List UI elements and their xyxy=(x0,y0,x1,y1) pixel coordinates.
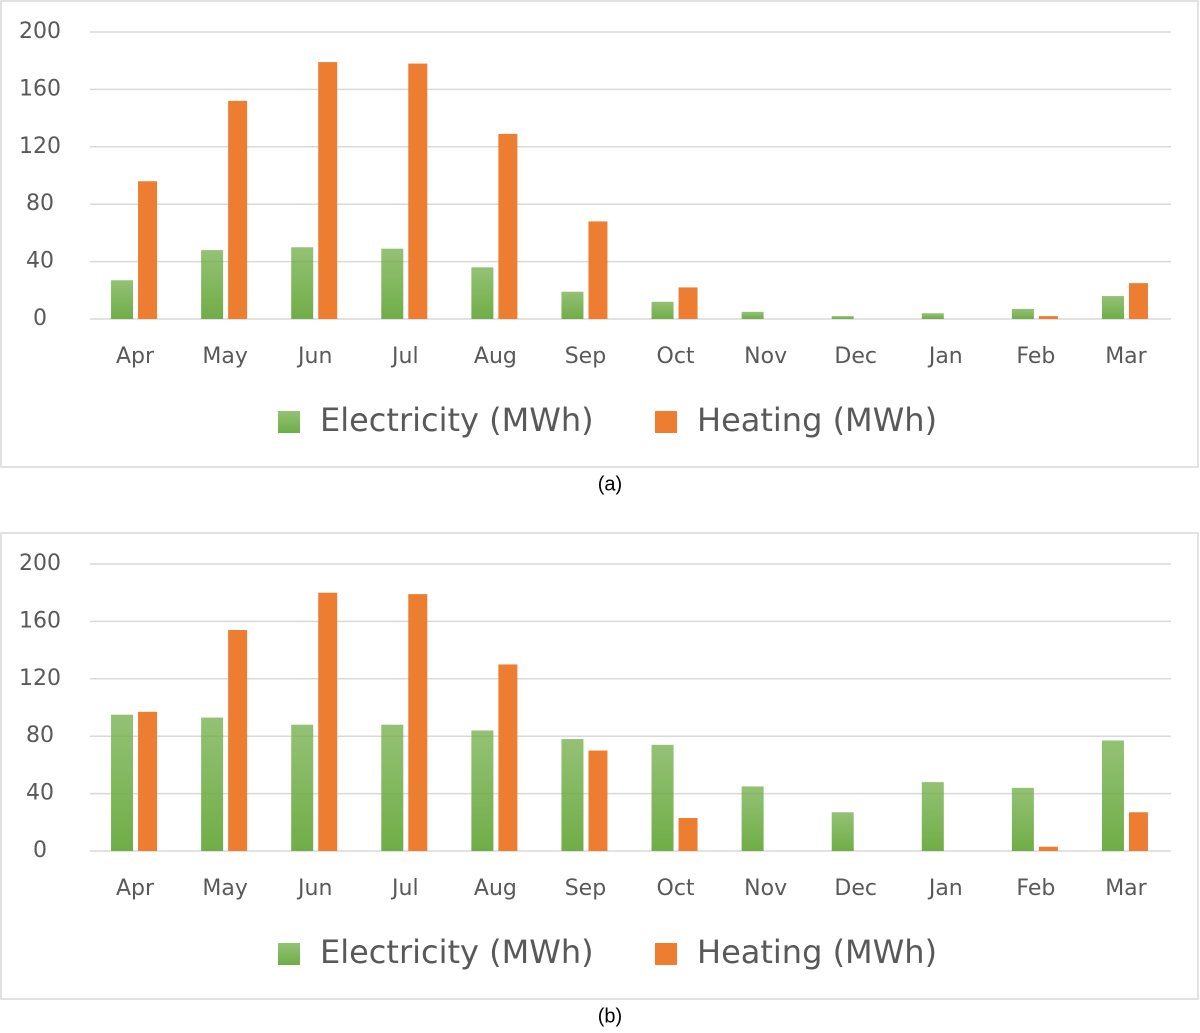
bar xyxy=(408,63,428,319)
legend-label: Electricity (MWh) xyxy=(320,401,594,439)
x-tick-label: Jul xyxy=(390,876,419,901)
y-tick-label: 200 xyxy=(19,551,61,576)
y-tick-label: 40 xyxy=(26,249,54,274)
x-tick-label: Dec xyxy=(834,876,877,901)
bar xyxy=(1128,283,1148,319)
x-tick-label: Jan xyxy=(927,876,963,901)
bar xyxy=(381,248,404,319)
bar xyxy=(471,730,494,851)
y-tick-label: 80 xyxy=(26,723,54,748)
bar xyxy=(1101,740,1124,851)
x-tick-label: Nov xyxy=(744,344,787,369)
bar xyxy=(678,817,698,851)
x-tick-label: May xyxy=(202,344,247,369)
bar xyxy=(318,62,338,319)
bar xyxy=(921,782,944,851)
bar xyxy=(291,724,314,851)
x-tick-label: Aug xyxy=(474,876,517,901)
caption: (b) xyxy=(598,1005,622,1027)
bar xyxy=(1128,812,1148,851)
x-tick-label: Jul xyxy=(390,344,419,369)
x-tick-label: Feb xyxy=(1016,876,1055,901)
bar xyxy=(831,316,854,319)
y-tick-label: 200 xyxy=(19,19,61,44)
bar xyxy=(831,812,854,851)
bar xyxy=(291,247,314,319)
x-tick-label: Sep xyxy=(565,344,606,369)
chart-frame xyxy=(0,532,1199,1000)
bar xyxy=(498,133,518,319)
y-tick-label: 0 xyxy=(33,838,47,863)
bar xyxy=(1101,296,1124,319)
legend-label: Heating (MWh) xyxy=(697,933,937,971)
bar xyxy=(588,750,608,851)
bar xyxy=(111,280,134,319)
x-tick-label: Mar xyxy=(1105,876,1147,901)
x-tick-label: Feb xyxy=(1016,344,1055,369)
x-tick-label: Nov xyxy=(744,876,787,901)
bar xyxy=(1038,316,1058,319)
legend-swatch xyxy=(655,943,677,965)
legend-label: Electricity (MWh) xyxy=(320,933,594,971)
bar xyxy=(1011,308,1034,319)
bar xyxy=(408,594,428,851)
bar xyxy=(201,250,224,319)
y-tick-label: 160 xyxy=(19,608,61,633)
legend-swatch xyxy=(278,943,300,965)
x-tick-label: Jun xyxy=(296,344,332,369)
bar xyxy=(588,221,608,319)
x-tick-label: Apr xyxy=(116,344,155,369)
caption: (a) xyxy=(598,473,622,495)
bar xyxy=(741,786,764,851)
y-tick-label: 120 xyxy=(19,666,61,691)
x-tick-label: Dec xyxy=(834,344,877,369)
chart-frame xyxy=(0,0,1199,468)
bar xyxy=(1038,846,1058,851)
bar xyxy=(471,267,494,319)
bar xyxy=(228,630,248,851)
bar xyxy=(498,664,518,851)
y-tick-label: 120 xyxy=(19,134,61,159)
bar xyxy=(318,592,338,851)
legend-label: Heating (MWh) xyxy=(697,401,937,439)
x-tick-label: Sep xyxy=(565,876,606,901)
x-tick-label: Mar xyxy=(1105,344,1147,369)
bar xyxy=(678,287,698,319)
x-tick-label: Jan xyxy=(927,344,963,369)
x-tick-label: Jun xyxy=(296,876,332,901)
x-tick-label: May xyxy=(202,876,247,901)
x-tick-label: Apr xyxy=(116,876,155,901)
bar xyxy=(201,717,224,851)
bar xyxy=(228,100,248,319)
x-tick-label: Oct xyxy=(657,876,695,901)
x-tick-label: Oct xyxy=(657,344,695,369)
y-tick-label: 160 xyxy=(19,76,61,101)
bar xyxy=(111,714,134,851)
legend-swatch xyxy=(655,411,677,433)
bar xyxy=(138,181,158,319)
bar xyxy=(741,311,764,319)
bar xyxy=(651,744,674,851)
y-tick-label: 0 xyxy=(33,306,47,331)
bar xyxy=(651,301,674,319)
y-tick-label: 80 xyxy=(26,191,54,216)
bar xyxy=(1011,787,1034,851)
bar xyxy=(138,711,158,851)
bar xyxy=(561,739,584,851)
bar xyxy=(921,313,944,319)
x-tick-label: Aug xyxy=(474,344,517,369)
legend-swatch xyxy=(278,411,300,433)
bar xyxy=(561,291,584,319)
bar xyxy=(381,724,404,851)
y-tick-label: 40 xyxy=(26,781,54,806)
